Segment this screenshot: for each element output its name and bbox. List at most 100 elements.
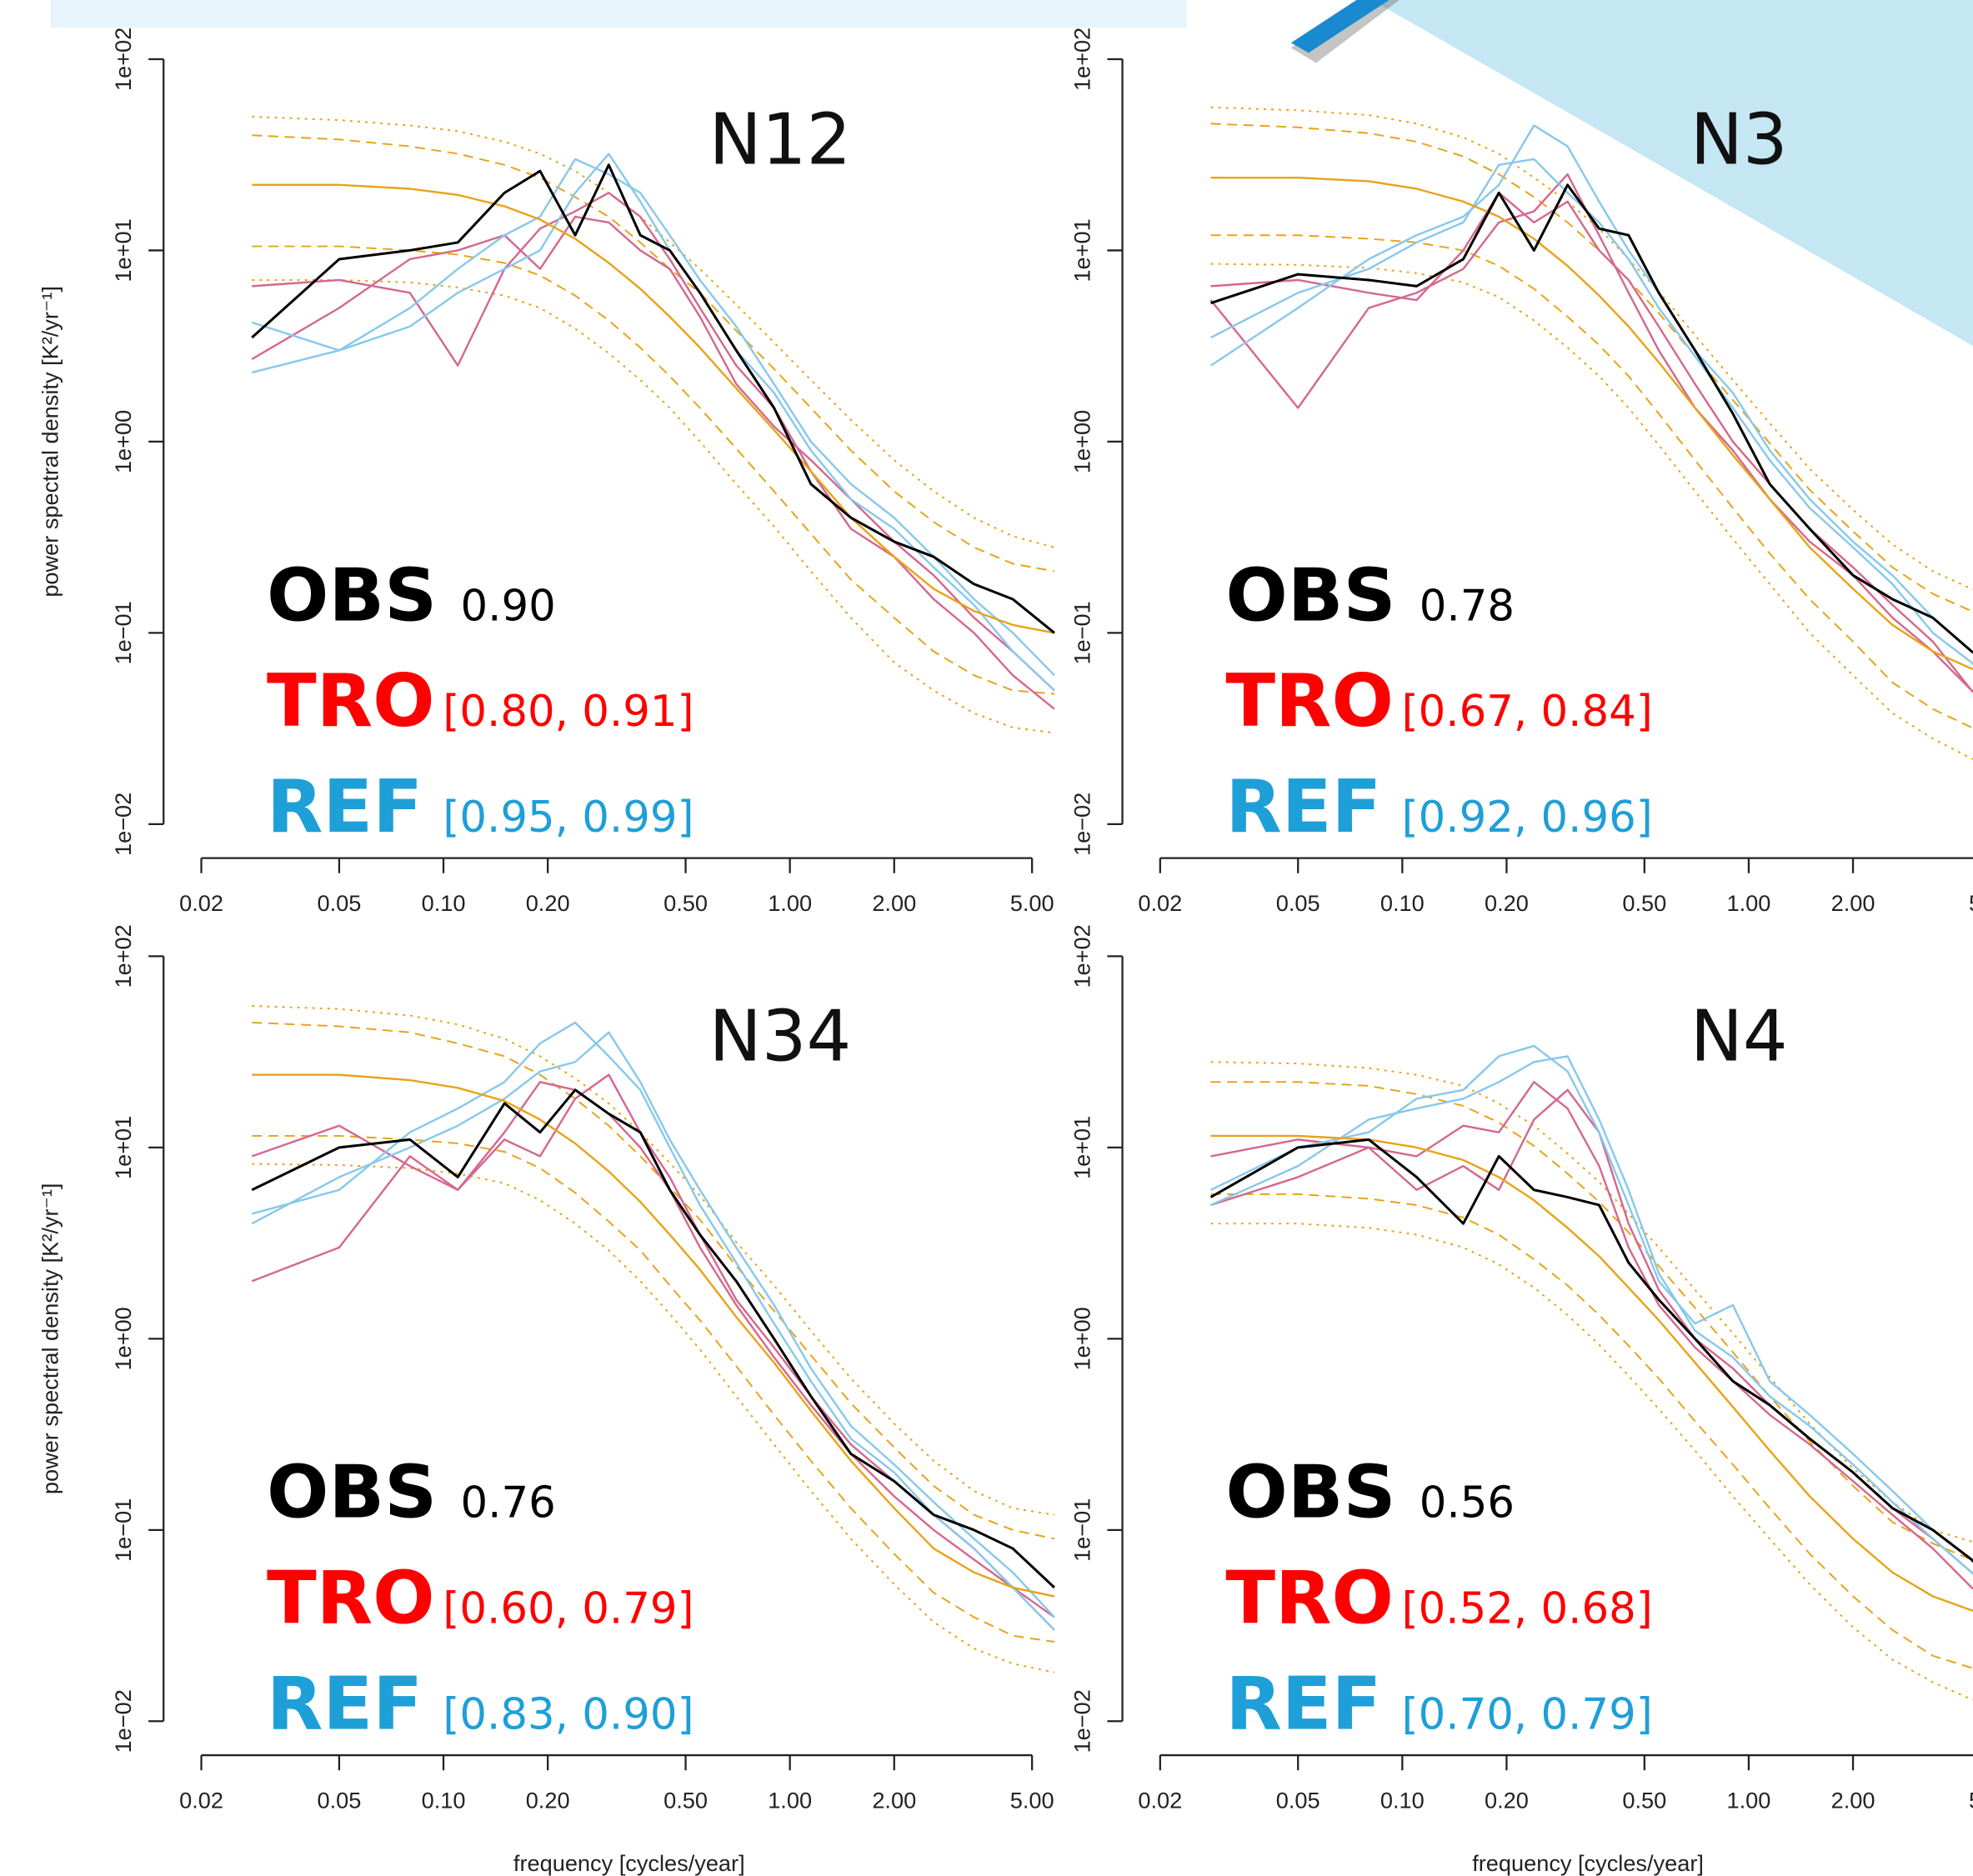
x-tick-label: 0.10 [1380, 890, 1425, 916]
x-tick-label: 0.20 [1485, 1787, 1529, 1813]
series-line [1209, 1138, 1973, 1563]
series-line [251, 163, 1055, 634]
series-line [1209, 158, 1973, 666]
x-tick-label: 0.50 [1622, 890, 1666, 916]
annotation-value: [0.52, 0.68] [1402, 1584, 1653, 1634]
x-tick-label: 0.05 [317, 890, 361, 916]
y-tick-label: 1e+01 [1069, 1116, 1094, 1179]
y-tick-label: 1e+02 [110, 28, 136, 91]
series-line [1210, 1081, 1973, 1590]
panel: 1e−02 1e−01 1e+00 1e+01 1e+02 0.02 0.05 0.10 0.2… [1069, 28, 1973, 916]
x-tick-label: 1.00 [1727, 1787, 1771, 1813]
x-tick-label: 1.00 [1727, 890, 1771, 916]
x-tick-label: 0.10 [422, 1787, 466, 1813]
x-tick-label: 0.50 [664, 1787, 708, 1813]
annotation-label: OBS [1225, 1450, 1395, 1535]
y-tick-label: 1e+01 [110, 218, 136, 282]
x-tick-label: 5.00 [1969, 890, 1973, 916]
annotation-value: [0.60, 0.79] [443, 1584, 694, 1634]
series-line [252, 1004, 1055, 1516]
x-tick-label: 0.20 [526, 1787, 570, 1813]
y-tick-label: 1e−01 [1069, 601, 1094, 664]
series-line [252, 1073, 1055, 1598]
annotation-label: TRO [267, 1556, 435, 1641]
annotation-value: 0.76 [461, 1478, 556, 1528]
y-tick-label: 1e+00 [110, 1307, 136, 1370]
series-line [1210, 192, 1973, 693]
panel: 1e−02 1e−01 1e+00 1e+01 1e+02 0.02 0.05 0.10 0.2… [1069, 924, 1973, 1876]
y-tick-label: 1e+02 [1069, 28, 1094, 91]
y-tick-label: 1e−01 [110, 1498, 136, 1562]
y-tick-label: 1e−02 [110, 1689, 136, 1753]
annotation-value: [0.80, 0.91] [443, 687, 694, 737]
series-line [1210, 1044, 1973, 1563]
annotation-label: REF [1225, 764, 1381, 849]
x-tick-label: 5.00 [1010, 1787, 1054, 1813]
x-tick-label: 0.05 [1276, 890, 1320, 916]
x-tick-label: 1.00 [768, 890, 812, 916]
x-tick-label: 0.05 [317, 1787, 361, 1813]
y-tick-label: 1e−01 [110, 601, 136, 664]
series-line [252, 1021, 1055, 1540]
series-line [1210, 1223, 1973, 1701]
series-line [1209, 173, 1973, 693]
x-tick-label: 2.00 [1831, 890, 1875, 916]
y-tick-label: 1e+00 [1069, 1307, 1094, 1370]
panel: 1e−02 1e−01 1e+00 1e+01 1e+02 0.02 0.05 0.10 0.2… [37, 28, 1055, 916]
x-axis-label: frequency [cycles/year] [1472, 1850, 1704, 1876]
panel-title: N12 [709, 98, 852, 180]
annotation-label: OBS [267, 553, 437, 638]
annotation-value: 0.90 [461, 581, 556, 631]
x-tick-label: 0.02 [1138, 1787, 1182, 1813]
x-tick-label: 0.05 [1276, 1787, 1320, 1813]
decor-band [50, 0, 1187, 28]
x-tick-label: 0.02 [1138, 890, 1182, 916]
annotation-value: [0.92, 0.96] [1402, 793, 1653, 843]
series-line [1209, 124, 1973, 654]
series-line [251, 1021, 1055, 1631]
series-line [1210, 1055, 1973, 1576]
annotation-label: TRO [267, 658, 435, 743]
series-line [1210, 1193, 1973, 1669]
series-line [252, 245, 1055, 695]
series-line [1210, 106, 1973, 590]
annotation-label: REF [267, 764, 423, 849]
annotation-value: 0.56 [1420, 1478, 1515, 1528]
annotation-value: [0.70, 0.79] [1402, 1689, 1653, 1739]
y-tick-label: 1e−01 [1069, 1498, 1094, 1562]
decor-sweep [1371, 0, 1973, 347]
series-line [1210, 183, 1973, 654]
series-line [1210, 1081, 1973, 1561]
series-line [251, 1031, 1055, 1618]
x-axis-label: frequency [cycles/year] [513, 1850, 745, 1876]
y-tick-label: 1e+01 [1069, 218, 1094, 282]
series-line [252, 1134, 1055, 1643]
annotation-label: TRO [1225, 658, 1394, 743]
series-line [252, 134, 1055, 573]
y-tick-label: 1e−02 [1069, 1689, 1094, 1753]
annotation-value: [0.83, 0.90] [443, 1689, 694, 1739]
y-tick-label: 1e+01 [110, 1116, 136, 1179]
x-tick-label: 0.50 [1622, 1787, 1666, 1813]
series-line [252, 116, 1055, 548]
x-tick-label: 2.00 [872, 1787, 916, 1813]
decor-arrow [1290, 0, 1390, 53]
annotation-label: REF [267, 1661, 423, 1746]
y-axis-label: power spectral density [K²/yr⁻¹] [37, 1183, 63, 1495]
x-tick-label: 0.02 [179, 1787, 223, 1813]
annotation-label: OBS [267, 1450, 437, 1535]
x-tick-label: 0.20 [1485, 890, 1529, 916]
annotation-label: OBS [1225, 553, 1395, 638]
x-tick-label: 2.00 [1831, 1787, 1875, 1813]
y-tick-label: 1e+02 [1069, 924, 1094, 988]
y-tick-label: 1e−02 [1069, 793, 1094, 856]
series-line [1210, 123, 1973, 613]
series-line [1210, 176, 1973, 670]
series-line [251, 215, 1055, 692]
x-tick-label: 5.00 [1969, 1787, 1973, 1813]
series-line [251, 1088, 1055, 1589]
y-tick-label: 1e+00 [1069, 410, 1094, 473]
